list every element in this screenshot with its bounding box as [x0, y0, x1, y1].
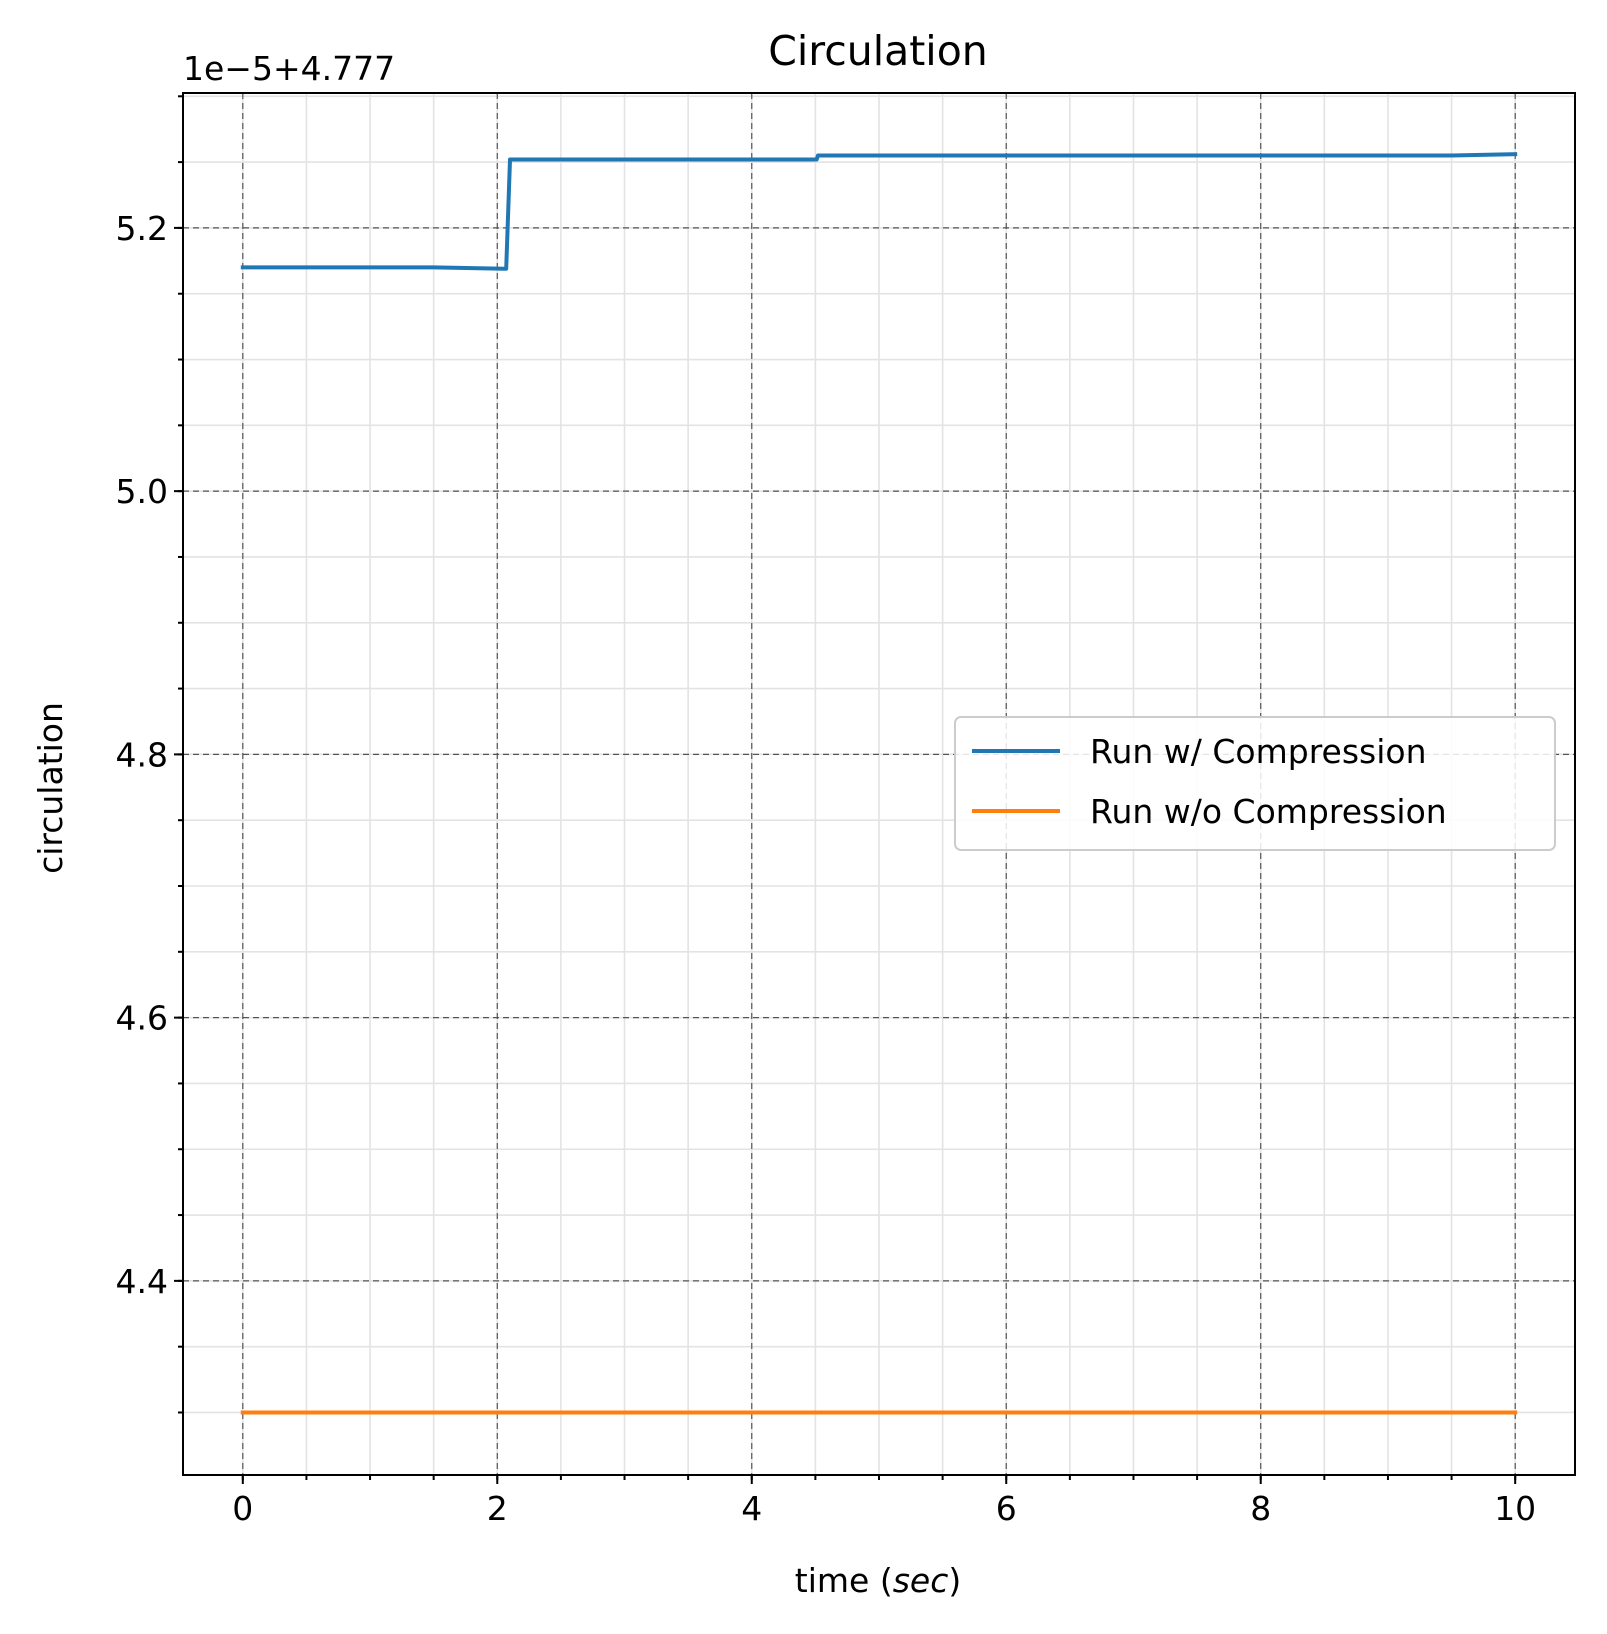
- chart-title: Circulation: [768, 27, 988, 75]
- x-axis-label-prefix: time (: [795, 1561, 893, 1600]
- x-tick-label: 10: [1494, 1489, 1536, 1528]
- x-tick-label: 2: [487, 1489, 508, 1528]
- x-axis-label-unit: sec: [893, 1561, 949, 1600]
- x-tick-label: 4: [741, 1489, 762, 1528]
- x-tick-label: 8: [1250, 1489, 1271, 1528]
- legend-label-without-compression: Run w/o Compression: [1090, 792, 1447, 831]
- legend-box: [954, 716, 1556, 851]
- y-offset-label: 1e−5+4.777: [183, 49, 395, 88]
- y-axis-label: circulation: [31, 702, 70, 874]
- legend: Run w/ Compression Run w/o Compression: [954, 716, 1556, 851]
- y-tick-label: 4.8: [116, 735, 168, 774]
- tick-labels: 0 2 4 6 8 10 4.4 4.6 4.8 5.0 5.2: [116, 209, 1537, 1528]
- series-line-0: [240, 152, 1518, 271]
- x-axis-label-suffix: ): [948, 1561, 961, 1600]
- y-tick-label: 5.2: [116, 209, 168, 248]
- y-tick-label: 5.0: [116, 472, 168, 511]
- x-tick-label: 6: [996, 1489, 1017, 1528]
- series-layer: [240, 152, 1518, 1415]
- y-tick-label: 4.6: [116, 999, 168, 1038]
- legend-label-with-compression: Run w/ Compression: [1090, 732, 1427, 771]
- x-axis-label: time (sec): [795, 1561, 961, 1600]
- y-tick-label: 4.4: [116, 1262, 168, 1301]
- axis-ticks: [174, 95, 1517, 1484]
- x-tick-label: 0: [232, 1489, 253, 1528]
